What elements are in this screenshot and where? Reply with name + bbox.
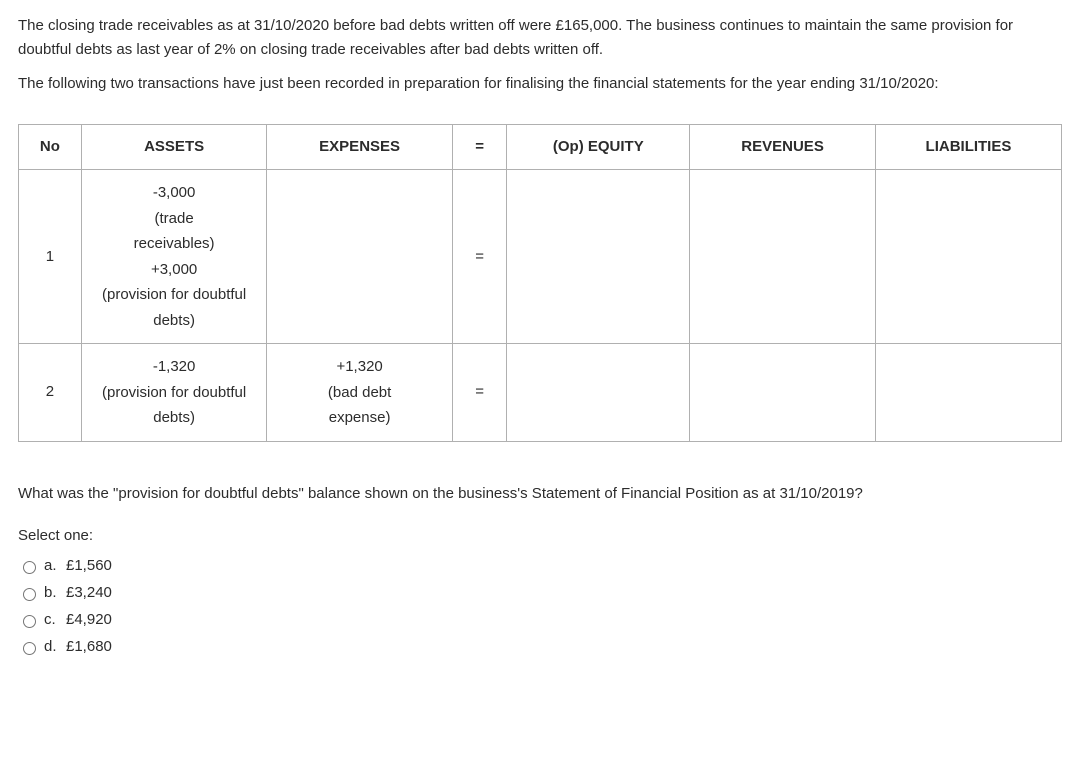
intro-paragraph-1: The closing trade receivables as at 31/1… [18,14,1062,62]
option-letter: c. [44,608,66,632]
transactions-table: No ASSETS EXPENSES = (Op) EQUITY REVENUE… [18,124,1062,442]
col-header-liabilities: LIABILITIES [875,125,1061,170]
option-d-radio[interactable] [23,642,36,655]
cell-no: 2 [19,344,82,442]
option-text: £4,920 [66,608,112,632]
col-header-expenses: EXPENSES [267,125,453,170]
col-header-opequity: (Op) EQUITY [507,125,690,170]
cell-liabilities [875,344,1061,442]
cell-line: (bad debt [279,380,440,406]
cell-line: receivables) [94,231,255,257]
cell-line: +1,320 [279,354,440,380]
option-letter: a. [44,554,66,578]
cell-line: debts) [94,308,255,334]
option-text: £3,240 [66,581,112,605]
cell-line: +3,000 [94,257,255,283]
option-b-radio[interactable] [23,588,36,601]
answer-options: a. £1,560 b. £3,240 c. £4,920 d. £1,680 [18,554,1062,659]
option-c-radio[interactable] [23,615,36,628]
cell-line: -3,000 [94,180,255,206]
option-letter: d. [44,635,66,659]
option-letter: b. [44,581,66,605]
table-row: 2 -1,320 (provision for doubtful debts) … [19,344,1062,442]
transactions-table-wrap: No ASSETS EXPENSES = (Op) EQUITY REVENUE… [18,124,1062,442]
cell-assets: -3,000 (trade receivables) +3,000 (provi… [81,170,267,344]
col-header-equals: = [452,125,507,170]
col-header-no: No [19,125,82,170]
option-text: £1,560 [66,554,112,578]
cell-line: (trade [94,206,255,232]
option-a[interactable]: a. £1,560 [18,554,1062,578]
option-text: £1,680 [66,635,112,659]
option-d[interactable]: d. £1,680 [18,635,1062,659]
cell-line: expense) [279,405,440,431]
cell-equals: = [452,344,507,442]
cell-expenses: +1,320 (bad debt expense) [267,344,453,442]
table-row: 1 -3,000 (trade receivables) +3,000 (pro… [19,170,1062,344]
cell-line: (provision for doubtful [94,380,255,406]
cell-line: debts) [94,405,255,431]
cell-liabilities [875,170,1061,344]
option-b[interactable]: b. £3,240 [18,581,1062,605]
cell-line: -1,320 [94,354,255,380]
cell-equals: = [452,170,507,344]
option-a-radio[interactable] [23,561,36,574]
col-header-revenues: REVENUES [690,125,876,170]
intro-paragraph-2: The following two transactions have just… [18,72,1062,96]
select-one-label: Select one: [18,524,1062,548]
cell-revenues [690,344,876,442]
cell-opequity [507,344,690,442]
col-header-assets: ASSETS [81,125,267,170]
cell-assets: -1,320 (provision for doubtful debts) [81,344,267,442]
cell-opequity [507,170,690,344]
cell-expenses [267,170,453,344]
option-c[interactable]: c. £4,920 [18,608,1062,632]
cell-revenues [690,170,876,344]
cell-line: (provision for doubtful [94,282,255,308]
question-text: What was the "provision for doubtful deb… [18,482,1062,506]
cell-no: 1 [19,170,82,344]
table-header-row: No ASSETS EXPENSES = (Op) EQUITY REVENUE… [19,125,1062,170]
question-intro: The closing trade receivables as at 31/1… [18,14,1062,96]
